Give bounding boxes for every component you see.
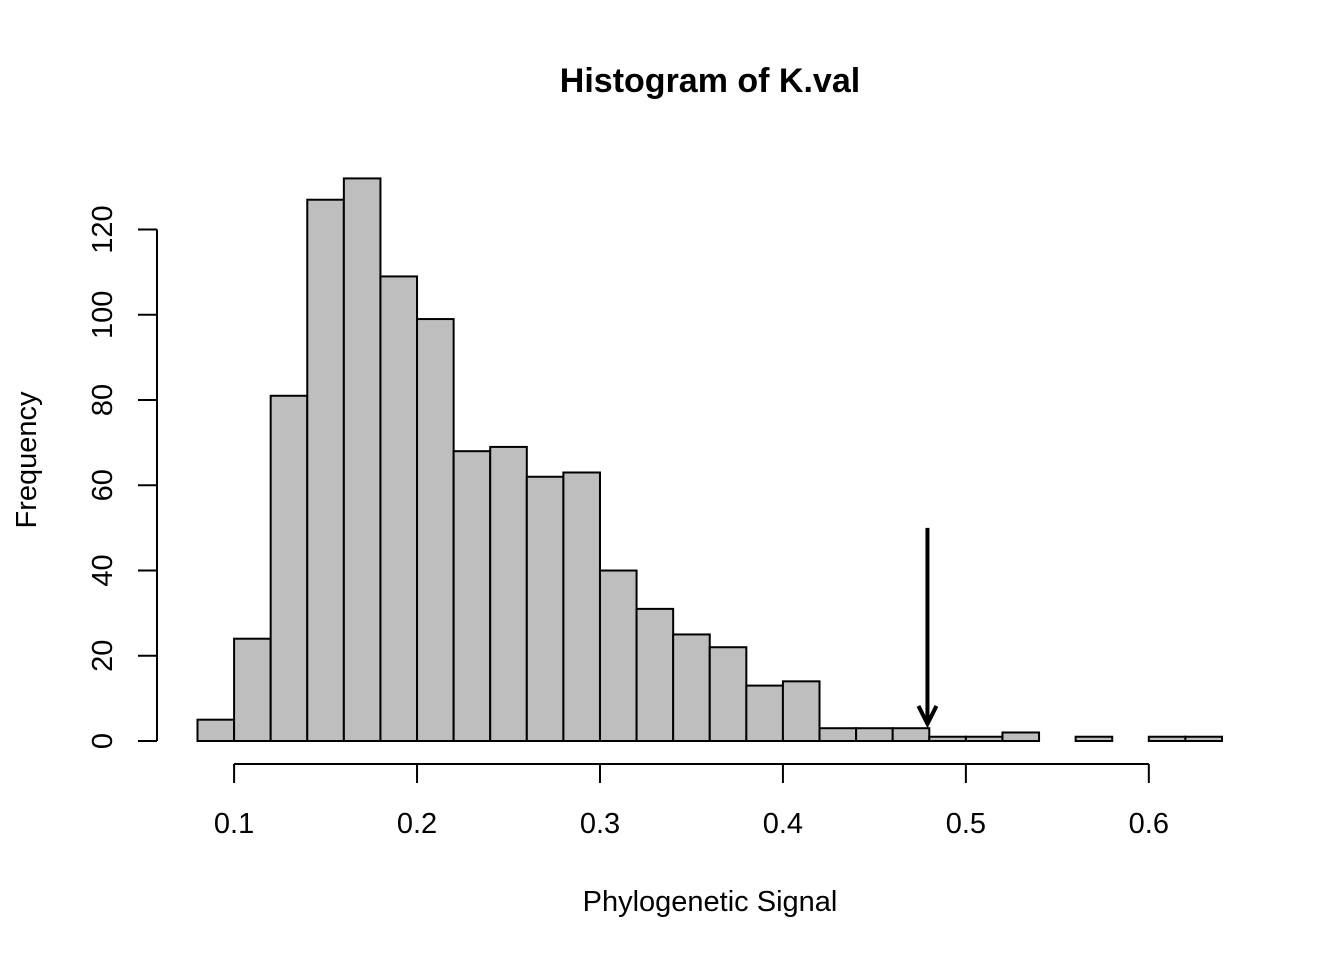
histogram-bar-24 — [1074, 735, 1114, 742]
histogram-bar-10 — [562, 471, 601, 742]
y-axis-label: Frequency — [11, 391, 43, 529]
y-tick-label: 120 — [87, 205, 119, 253]
histogram-bar-6 — [416, 318, 455, 742]
histogram-bar-15 — [745, 684, 784, 742]
histogram-bar-27 — [1184, 735, 1224, 742]
histogram-bar-13 — [672, 633, 711, 743]
histogram-bar-3 — [306, 198, 345, 742]
histogram-bar-2 — [269, 394, 309, 742]
histogram-bar-11 — [598, 569, 638, 743]
x-axis-label: Phylogenetic Signal — [583, 886, 838, 918]
histogram-bar-5 — [379, 275, 419, 742]
x-axis: 0.1 0.2 0.3 0.4 0.5 0.6 — [214, 763, 1169, 840]
y-tick-label: 100 — [87, 291, 119, 339]
bars-layer — [196, 177, 1224, 743]
histogram-bar-21 — [964, 735, 1004, 742]
arrow-annotation — [916, 527, 939, 729]
histogram-bar-7 — [452, 450, 492, 742]
histogram-bar-19 — [891, 727, 931, 742]
histogram-bar-1 — [233, 637, 272, 742]
annotation-layer — [916, 527, 939, 729]
y-tick-label: 40 — [87, 554, 119, 586]
x-tick-label: 0.4 — [763, 808, 803, 840]
histogram-bar-22 — [1001, 731, 1041, 743]
y-tick-label: 60 — [87, 469, 119, 501]
histogram-bar-8 — [489, 445, 528, 742]
histogram-bar-14 — [708, 646, 748, 743]
y-axis: 0 20 40 60 80 100 120 — [87, 205, 158, 749]
histogram-bar-4 — [342, 177, 382, 742]
x-tick-label: 0.2 — [397, 808, 437, 840]
y-tick-label: 0 — [87, 733, 119, 749]
histogram-bar-18 — [855, 727, 894, 742]
y-tick-label: 80 — [87, 384, 119, 416]
histogram-bar-20 — [928, 735, 967, 742]
chart-title: Histogram of K.val — [560, 62, 860, 100]
x-tick-label: 0.1 — [214, 808, 254, 840]
x-tick-label: 0.3 — [580, 808, 620, 840]
x-tick-label: 0.5 — [946, 808, 986, 840]
histogram-bar-9 — [525, 475, 565, 742]
y-tick-label: 20 — [87, 640, 119, 672]
histogram-bar-12 — [635, 607, 675, 742]
histogram-bar-17 — [818, 727, 858, 742]
arrow-head — [916, 705, 939, 729]
histogram-bar-26 — [1147, 735, 1187, 742]
histogram-bar-0 — [196, 718, 236, 743]
x-tick-label: 0.6 — [1129, 808, 1169, 840]
histogram-bar-16 — [781, 680, 821, 742]
